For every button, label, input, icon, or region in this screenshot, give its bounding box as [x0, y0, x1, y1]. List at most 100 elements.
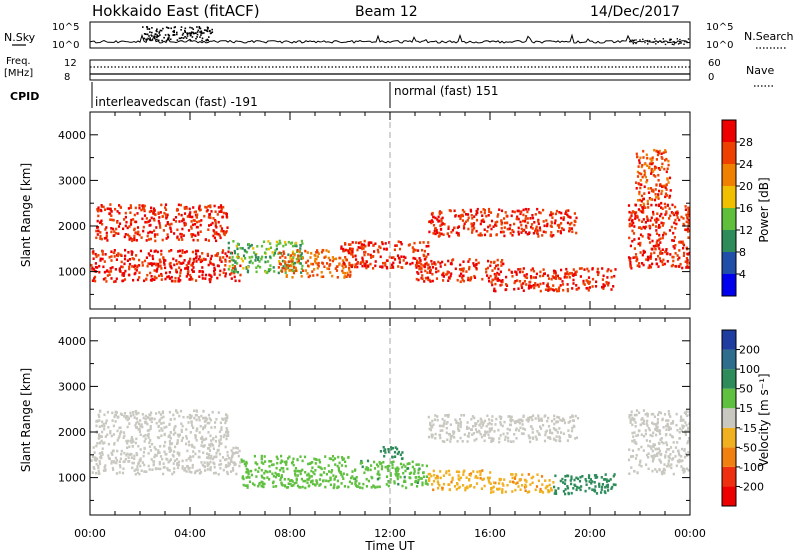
power-cell: [647, 236, 650, 239]
power-cell: [630, 224, 633, 227]
velocity-cell: [161, 429, 164, 432]
power-cell: [135, 231, 138, 234]
power-cell: [603, 284, 606, 287]
power-cell: [353, 265, 357, 269]
power-cell: [425, 255, 428, 259]
nsearch-point: [168, 35, 170, 37]
velocity-cell: [553, 422, 556, 426]
power-cell: [170, 266, 173, 270]
power-cell: [467, 278, 470, 282]
velocity-cell: [132, 461, 135, 465]
velocity-cell: [195, 418, 198, 422]
power-cell: [301, 256, 304, 260]
power-cell: [207, 204, 210, 208]
power-cell: [654, 193, 657, 196]
power-cell: [519, 210, 522, 214]
velocity-cell: [194, 470, 197, 473]
velocity-cell: [460, 414, 463, 417]
power-cell: [520, 283, 523, 286]
power-cell: [165, 271, 168, 275]
power-cell: [582, 279, 585, 283]
velocity-cell: [134, 441, 137, 445]
velocity-cell: [150, 458, 153, 461]
power-cell: [306, 251, 309, 254]
power-cell: [118, 204, 121, 207]
velocity-cell: [141, 461, 144, 464]
velocity-cell: [109, 430, 112, 433]
power-cell: [99, 231, 102, 234]
power-cell: [688, 261, 690, 265]
power-cell: [252, 247, 255, 250]
velocity-cell: [119, 426, 122, 429]
velocity-cell: [304, 471, 307, 474]
velocity-cell: [555, 492, 558, 495]
velocity-cell: [631, 417, 634, 420]
power-cell: [577, 286, 580, 290]
velocity-cell: [247, 470, 250, 473]
nsearch-point: [156, 38, 158, 41]
velocity-cell: [456, 427, 460, 430]
velocity-cell: [124, 457, 127, 461]
power-cell: [150, 206, 153, 210]
velocity-cell: [389, 472, 392, 475]
power-cell: [97, 206, 100, 209]
power-cell: [477, 233, 480, 237]
velocity-cell: [168, 440, 171, 443]
velocity-cell: [446, 438, 449, 441]
velocity-cell: [176, 462, 179, 465]
power-cell: [169, 265, 173, 268]
power-cell: [661, 185, 664, 189]
velocity-echo-region: [627, 409, 690, 476]
velocity-cell: [112, 468, 115, 471]
velocity-cell: [169, 418, 172, 421]
power-cell: [205, 206, 208, 209]
velocity-cell: [210, 442, 213, 446]
power-cell: [686, 215, 689, 219]
velocity-cell: [246, 468, 249, 472]
power-cell: [491, 283, 494, 287]
power-cell: [99, 208, 102, 212]
power-cell: [292, 271, 296, 275]
power-cell: [199, 260, 202, 264]
velocity-cell: [511, 476, 514, 480]
power-cell: [177, 250, 180, 253]
power-cell: [674, 205, 677, 209]
power-cell: [438, 231, 441, 235]
power-cell: [472, 222, 475, 226]
power-cell: [462, 279, 465, 283]
velocity-cell: [665, 464, 669, 468]
velocity-cell: [289, 479, 292, 482]
nsearch-point: [164, 34, 167, 36]
power-cell: [94, 262, 97, 265]
power-cell: [459, 215, 462, 219]
power-cell: [181, 227, 184, 231]
power-cell: [466, 219, 469, 222]
power-cell: [450, 272, 453, 275]
power-cell: [551, 216, 554, 219]
velocity-cell: [434, 437, 437, 440]
power-cell: [522, 289, 525, 292]
velocity-cell: [393, 480, 396, 483]
velocity-cell: [301, 485, 304, 489]
velocity-cell: [340, 473, 343, 476]
power-cell: [399, 241, 402, 244]
velocity-cell: [275, 455, 278, 459]
velocity-cell: [634, 440, 637, 444]
power-cell: [666, 252, 669, 255]
power-cell: [510, 270, 513, 274]
power-cell: [493, 272, 496, 276]
power-cell: [164, 259, 167, 262]
power-cell: [157, 219, 160, 223]
velocity-cell: [536, 473, 539, 476]
velocity-cell: [163, 450, 166, 454]
time-tick-label: 12:00: [374, 527, 406, 540]
power-cell: [489, 211, 493, 214]
power-cell: [470, 225, 473, 228]
power-cell: [444, 263, 447, 267]
power-cell: [524, 217, 527, 221]
power-cell: [495, 278, 498, 281]
power-cell: [257, 258, 260, 261]
velocity-cell: [652, 422, 655, 426]
power-cell: [447, 276, 451, 279]
